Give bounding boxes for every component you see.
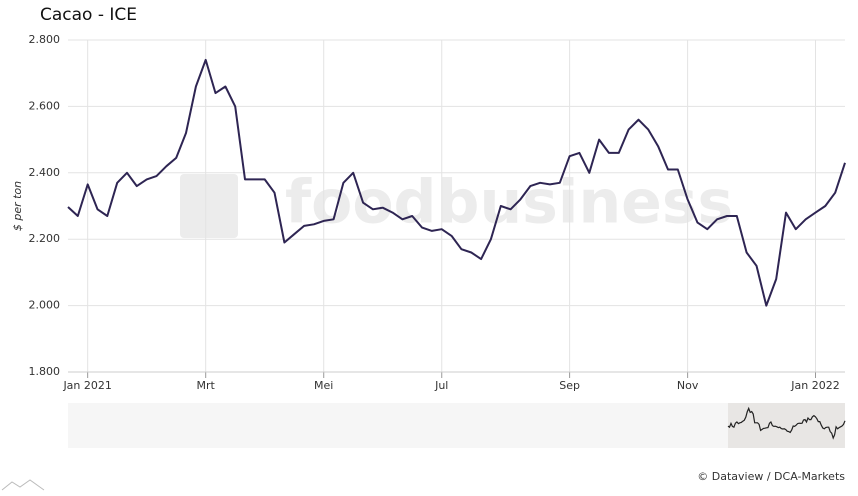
credits: © Dataview / DCA-Markets	[697, 470, 845, 483]
y-tick-label: 2.200	[29, 232, 61, 245]
navigator-window	[728, 403, 845, 448]
x-tick-label: Nov	[677, 379, 699, 392]
watermark: foodbusiness	[285, 168, 733, 238]
y-tick-label: 2.800	[29, 33, 61, 46]
line-series	[67, 58, 846, 307]
y-tick-label: 2.400	[29, 166, 61, 179]
y-tick-label: 1.800	[29, 365, 61, 378]
x-tick-label: Mei	[314, 379, 333, 392]
watermark-logo	[180, 174, 238, 238]
x-tick-label: Mrt	[197, 379, 216, 392]
chart-title: Cacao - ICE	[40, 5, 137, 25]
y-tick-label: 2.000	[29, 299, 61, 312]
y-axis-label: $ per ton	[11, 181, 24, 231]
navigator	[68, 403, 845, 448]
x-tick-label: Jan 2022	[790, 379, 839, 392]
x-tick-label: Jan 2021	[62, 379, 111, 392]
x-tick-label: Sep	[559, 379, 580, 392]
navigator-series	[727, 406, 846, 440]
x-tick-label: Jul	[434, 379, 448, 392]
logo	[1, 479, 45, 491]
y-tick-label: 2.600	[29, 99, 61, 112]
